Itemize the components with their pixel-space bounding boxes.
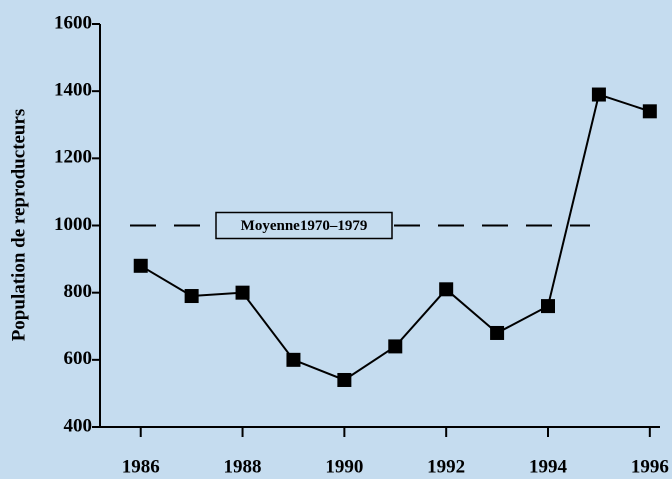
marker bbox=[337, 372, 352, 387]
x-tick-label: 1992 bbox=[427, 456, 465, 477]
marker bbox=[490, 325, 505, 340]
y-tick-label: 800 bbox=[64, 281, 93, 302]
marker bbox=[133, 258, 148, 273]
marker bbox=[286, 352, 301, 367]
marker bbox=[439, 282, 454, 297]
x-tick-label: 1994 bbox=[529, 456, 568, 477]
x-tick-label: 1986 bbox=[122, 456, 160, 477]
y-tick-label: 1200 bbox=[54, 147, 92, 168]
y-tick-label: 600 bbox=[64, 348, 93, 369]
y-tick-label: 1400 bbox=[54, 80, 92, 101]
marker bbox=[642, 104, 657, 119]
y-axis-label: Population de reproducteurs bbox=[8, 109, 29, 342]
reference-label-box bbox=[215, 211, 393, 240]
marker bbox=[541, 299, 555, 314]
marker bbox=[184, 289, 199, 304]
reference-label: Moyenne1970–1979 bbox=[241, 218, 368, 234]
marker bbox=[388, 339, 403, 354]
marker bbox=[235, 285, 250, 300]
x-tick-label: 1996 bbox=[631, 456, 669, 477]
y-tick-label: 1600 bbox=[54, 12, 92, 33]
marker bbox=[591, 87, 606, 102]
x-tick-label: 1990 bbox=[325, 456, 363, 477]
y-tick-label: 400 bbox=[64, 415, 93, 436]
y-tick-label: 1000 bbox=[54, 214, 92, 235]
x-tick-label: 1988 bbox=[224, 456, 262, 477]
